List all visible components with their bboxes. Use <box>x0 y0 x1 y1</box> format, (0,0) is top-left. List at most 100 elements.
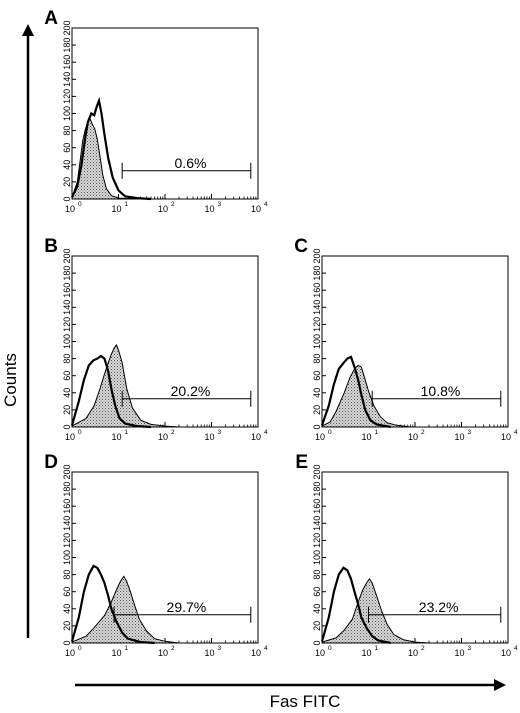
x-tick-exponent: 1 <box>125 201 129 208</box>
x-tick-label: 10 <box>454 432 464 442</box>
y-tick-label: 100 <box>312 334 322 349</box>
y-tick-label: 40 <box>312 604 322 614</box>
x-tick-exponent: 4 <box>264 429 268 436</box>
y-tick-label: 40 <box>62 604 72 614</box>
y-tick-label: 180 <box>312 266 322 281</box>
y-tick-label: 0 <box>62 196 72 201</box>
y-tick-label: 20 <box>312 405 322 415</box>
gate-percent-label: 29.7% <box>167 599 207 615</box>
y-tick-label: 60 <box>62 587 72 597</box>
gate-percent-label: 10.8% <box>421 383 461 399</box>
y-tick-label: 160 <box>62 55 72 70</box>
gate-marker <box>121 390 252 407</box>
panel-letter: C <box>294 236 308 257</box>
x-tick-exponent: 3 <box>218 201 222 208</box>
x-tick-label: 10 <box>65 432 75 442</box>
y-tick-label: 140 <box>62 300 72 315</box>
y-tick-label: 100 <box>312 550 322 565</box>
x-tick-label: 10 <box>204 204 214 214</box>
x-tick-label: 10 <box>158 648 168 658</box>
histogram-outline <box>320 566 391 645</box>
y-tick-label: 200 <box>62 464 72 479</box>
y-tick-label: 20 <box>312 621 322 631</box>
x-tick-label: 10 <box>361 432 371 442</box>
x-tick-label: 10 <box>454 648 464 658</box>
x-tick-label: 10 <box>251 204 261 214</box>
x-tick-exponent: 4 <box>514 645 518 652</box>
y-tick-label: 0 <box>62 640 72 645</box>
y-tick-label: 160 <box>62 499 72 514</box>
histogram-outline <box>71 96 152 201</box>
x-tick-label: 10 <box>111 204 121 214</box>
y-tick-label: 160 <box>312 283 322 298</box>
y-tick-label: 200 <box>62 248 72 263</box>
panel-letter: D <box>44 452 58 473</box>
x-tick-exponent: 1 <box>125 645 129 652</box>
y-tick-label: 100 <box>62 106 72 121</box>
y-tick-label: 20 <box>62 177 72 187</box>
y-tick-label: 80 <box>312 570 322 580</box>
plot-frame <box>71 471 259 644</box>
x-tick-label: 10 <box>204 432 214 442</box>
y-tick-label: 60 <box>62 143 72 153</box>
x-tick-label: 10 <box>65 648 75 658</box>
histogram-filled <box>71 575 180 644</box>
y-tick-label: 40 <box>62 160 72 170</box>
histogram-outline <box>70 354 152 429</box>
y-tick-label: 200 <box>312 248 322 263</box>
y-tick-label: 40 <box>62 388 72 398</box>
y-tick-label: 180 <box>62 38 72 53</box>
y-tick-label: 80 <box>62 354 72 364</box>
gate-marker <box>371 390 502 407</box>
y-tick-label: 140 <box>62 72 72 87</box>
x-tick-exponent: 3 <box>218 645 222 652</box>
x-tick-label: 10 <box>251 432 261 442</box>
gate-percent-label: 0.6% <box>175 155 207 171</box>
panel-letter: E <box>295 452 308 473</box>
y-tick-label: 0 <box>312 424 322 429</box>
x-tick-label: 10 <box>315 432 325 442</box>
gate-percent-label: 20.2% <box>171 383 211 399</box>
histogram-filled <box>71 116 141 200</box>
x-tick-label: 10 <box>408 648 418 658</box>
y-tick-label: 0 <box>312 640 322 645</box>
x-tick-exponent: 1 <box>125 429 129 436</box>
y-tick-label: 80 <box>62 570 72 580</box>
y-tick-label: 60 <box>312 587 322 597</box>
y-tick-label: 120 <box>62 89 72 104</box>
y-tick-label: 200 <box>312 464 322 479</box>
y-tick-label: 180 <box>62 482 72 497</box>
y-tick-label: 120 <box>62 317 72 332</box>
y-tick-label: 120 <box>312 317 322 332</box>
x-tick-label: 10 <box>408 432 418 442</box>
plot-frame <box>321 471 509 644</box>
y-tick-label: 180 <box>62 266 72 281</box>
gate-marker <box>368 606 502 623</box>
y-tick-label: 140 <box>312 300 322 315</box>
y-tick-label: 60 <box>62 371 72 381</box>
x-tick-exponent: 3 <box>218 429 222 436</box>
y-tick-label: 120 <box>62 533 72 548</box>
gate-percent-label: 23.2% <box>419 599 459 615</box>
y-tick-label: 0 <box>62 424 72 429</box>
x-tick-label: 10 <box>315 648 325 658</box>
y-tick-label: 60 <box>312 371 322 381</box>
y-tick-label: 100 <box>62 334 72 349</box>
y-tick-label: 120 <box>312 533 322 548</box>
x-tick-label: 10 <box>65 204 75 214</box>
y-tick-label: 80 <box>312 354 322 364</box>
histogram-filled <box>321 364 411 428</box>
x-tick-exponent: 2 <box>171 645 175 652</box>
y-tick-label: 160 <box>62 283 72 298</box>
y-tick-label: 140 <box>312 516 322 531</box>
x-tick-exponent: 0 <box>78 645 82 652</box>
x-tick-exponent: 3 <box>468 645 472 652</box>
histogram-outline <box>320 355 391 429</box>
x-tick-exponent: 4 <box>514 429 518 436</box>
